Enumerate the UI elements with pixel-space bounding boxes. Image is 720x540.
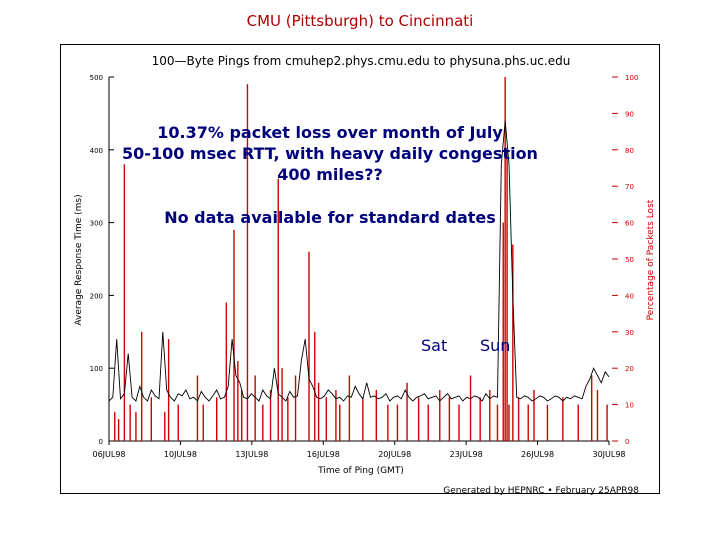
no-data-annotation: No data available for standard dates [164, 208, 496, 227]
y2-tick-label: 70 [625, 183, 634, 191]
y-tick-label: 200 [90, 292, 103, 300]
sat-label: Sat [421, 336, 448, 355]
y2-tick-label: 80 [625, 147, 634, 155]
y2-tick-label: 40 [625, 292, 634, 300]
y2-tick-label: 50 [625, 256, 634, 264]
rtt-line [108, 120, 610, 402]
x-tick-label: 26JUL98 [521, 450, 554, 459]
x-axis-label: Time of Ping (GMT) [317, 466, 404, 476]
x-tick-label: 10JUL98 [164, 450, 197, 459]
y2-tick-label: 100 [625, 74, 638, 82]
y-tick-label: 100 [90, 365, 103, 373]
chart-footer: Generated by HEPNRC • February 25APR98 [443, 486, 639, 495]
x-tick-label: 30JUL98 [592, 450, 625, 459]
y-axis-label: Average Response Time (ms) [74, 194, 84, 325]
y-tick-label: 500 [90, 74, 103, 82]
y2-tick-label: 60 [625, 220, 634, 228]
chart-title: 100—Byte Pings from cmuhep2.phys.cmu.edu… [152, 54, 571, 68]
x-tick-label: 20JUL98 [378, 450, 411, 459]
x-tick-label: 06JUL98 [92, 450, 125, 459]
y2-tick-label: 20 [625, 365, 634, 373]
ping-chart: 100—Byte Pings from cmuhep2.phys.cmu.edu… [74, 54, 656, 495]
x-tick-label: 23JUL98 [450, 450, 483, 459]
rtt-annotation: 50-100 msec RTT, with heavy daily conges… [122, 144, 538, 163]
x-tick-label: 13JUL98 [235, 450, 268, 459]
x-tick-label: 16JUL98 [307, 450, 340, 459]
y-tick-label: 300 [90, 220, 103, 228]
y-tick-label: 400 [90, 147, 103, 155]
distance-annotation: 400 miles?? [277, 165, 383, 184]
loss-annotation: 10.37% packet loss over month of July [157, 123, 503, 142]
y2-tick-label: 90 [625, 110, 634, 118]
sun-label: Sun [480, 336, 511, 355]
slide-title: CMU (Pittsburgh) to Cincinnati [246, 12, 474, 30]
y2-tick-label: 0 [625, 438, 629, 446]
chart-frame: 100—Byte Pings from cmuhep2.phys.cmu.edu… [60, 44, 660, 495]
y2-tick-label: 10 [625, 402, 634, 410]
y2-axis-label: Percentage of Packets Lost [646, 199, 656, 320]
y2-tick-label: 30 [625, 329, 634, 337]
y-tick-label: 0 [99, 438, 103, 446]
